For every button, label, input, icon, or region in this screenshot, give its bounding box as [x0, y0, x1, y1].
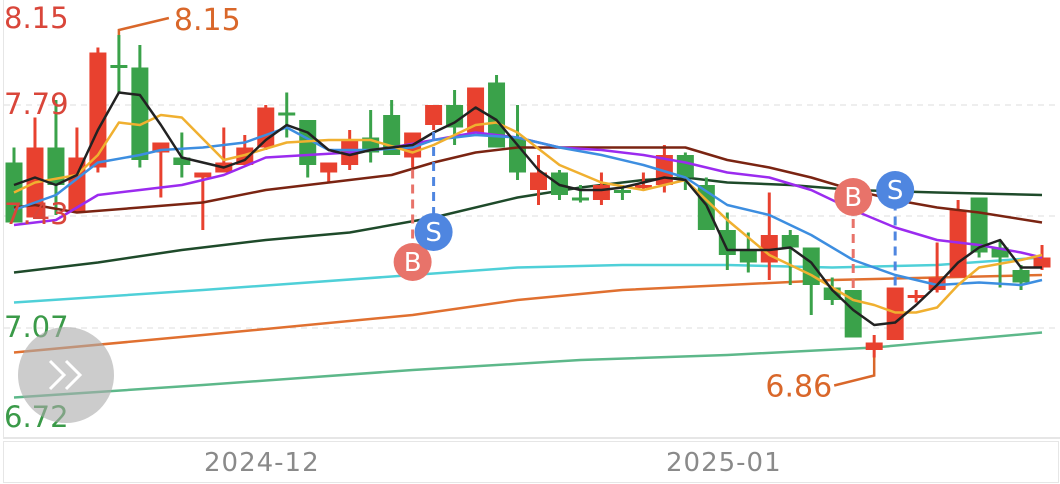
double-chevron-right-icon [48, 359, 83, 391]
candle-body [488, 82, 506, 148]
candle-body [802, 247, 820, 285]
candle-body [467, 87, 485, 133]
candle-body [991, 247, 1009, 258]
candle-body [509, 137, 527, 173]
signal-marker-b [834, 178, 873, 216]
candle-body [907, 295, 925, 298]
moving-average-line [13, 273, 1043, 354]
signal-marker-label: S [425, 218, 442, 248]
candle-body [634, 185, 652, 188]
candle-body [425, 105, 443, 125]
candle-body [613, 190, 631, 193]
candle-body [571, 197, 589, 201]
moving-average-line [13, 91, 1042, 327]
moving-average-line [13, 331, 1043, 399]
x-tick-label: 2024-12 [204, 448, 320, 478]
moving-average-line [13, 256, 1043, 304]
signal-marker-s [876, 171, 915, 209]
signal-marker-label: B [844, 183, 862, 213]
candle-body [47, 147, 65, 185]
y-tick-label: 7.43 [4, 197, 69, 231]
high-marker-line [117, 16, 170, 35]
candle-body [131, 67, 149, 160]
x-tick-label: 2025-01 [666, 448, 782, 478]
high-price-label: 8.15 [174, 3, 241, 38]
candle-body [194, 172, 212, 178]
x-axis [3, 441, 1059, 483]
candle-body [739, 250, 757, 263]
signal-marker-label: S [887, 176, 904, 206]
expand-button[interactable] [18, 327, 114, 423]
moving-average-line [13, 146, 1043, 224]
chart-frame [3, 0, 1060, 439]
candle-body [1012, 270, 1030, 283]
candle-body [152, 142, 170, 153]
candle-body [89, 52, 107, 168]
candle-body [320, 162, 338, 173]
candle-body [110, 65, 128, 68]
candle-body [865, 342, 883, 350]
candle-body [446, 105, 464, 128]
candle-body [676, 155, 694, 178]
candle-body [173, 157, 191, 165]
y-tick-label: 8.15 [4, 1, 69, 35]
low-price-label: 6.86 [765, 370, 832, 405]
candle-body [1033, 257, 1051, 268]
candle-body [278, 112, 296, 116]
candle-body [781, 235, 799, 248]
low-marker-line [833, 357, 876, 387]
signal-marker-b [393, 243, 432, 281]
candle-body [592, 185, 610, 200]
candle-body [886, 287, 904, 340]
y-tick-label: 7.79 [4, 87, 69, 121]
moving-average-line [13, 126, 1043, 287]
signal-marker-s [414, 213, 453, 251]
candle-body [530, 172, 547, 190]
signal-marker-label: B [404, 248, 422, 278]
